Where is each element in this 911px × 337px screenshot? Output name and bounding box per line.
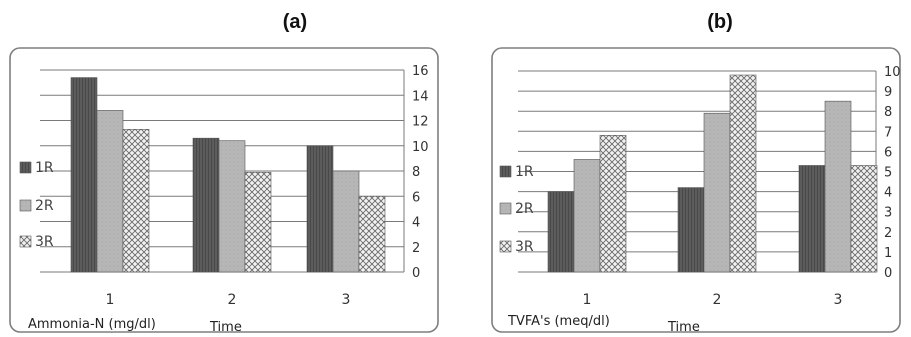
- bar-3r-time-1: [599, 135, 627, 273]
- legend-swatch-3r: [19, 235, 32, 248]
- y-tick-label: 6: [884, 145, 892, 160]
- legend-swatch-1r: [499, 165, 512, 178]
- legend-swatch-3r: [499, 240, 512, 253]
- panel-a-xlabel: Time: [209, 320, 242, 335]
- bar-2r-time-2: [218, 140, 246, 273]
- y-tick-label: 9: [884, 85, 892, 100]
- x-tick-label: 3: [342, 292, 351, 308]
- panel-a-ylabel: Ammonia-N (mg/dl): [28, 317, 156, 332]
- panel-b-x-tick-labels: 1 2 3: [583, 292, 843, 308]
- y-tick-label: 7: [884, 125, 892, 140]
- legend-swatch-2r: [499, 202, 512, 215]
- bar-3r-time-3: [358, 195, 386, 273]
- bar-1r-time-2: [677, 187, 705, 273]
- x-tick-label: 2: [713, 292, 722, 308]
- panel-a-legend: 1R 2R 3R: [19, 160, 54, 250]
- bar-2r-time-3: [332, 170, 360, 273]
- legend-swatch-1r: [19, 161, 32, 174]
- y-tick-label: 2: [412, 241, 420, 256]
- x-tick-label: 1: [583, 292, 592, 308]
- panel-b-bars: [547, 74, 878, 273]
- panel-b-y-tick-labels: 0 1 2 3 4 5 6 7 8 9 10: [884, 65, 901, 281]
- bar-1r-time-1: [70, 77, 98, 273]
- y-tick-label: 4: [412, 216, 420, 231]
- y-tick-label: 10: [884, 65, 901, 80]
- y-tick-label: 8: [412, 165, 420, 180]
- bar-3r-time-2: [729, 74, 757, 273]
- y-tick-label: 1: [884, 246, 892, 261]
- x-tick-label: 2: [228, 292, 237, 308]
- panel-a-y-tick-labels: 0 2 4 6 8 10 12 14 16: [412, 64, 429, 281]
- bar-3r-time-1: [122, 129, 150, 273]
- y-tick-label: 12: [412, 115, 429, 130]
- y-tick-label: 5: [884, 166, 892, 181]
- y-tick-label: 3: [884, 206, 892, 221]
- legend-label-1r: 1R: [35, 160, 54, 176]
- legend-label-3r: 3R: [515, 239, 534, 255]
- y-tick-label: 6: [412, 190, 420, 205]
- panel-b-xlabel: Time: [667, 320, 700, 335]
- bar-1r-time-1: [547, 191, 575, 273]
- bar-3r-time-2: [244, 171, 272, 273]
- legend-label-1r: 1R: [515, 164, 534, 180]
- x-tick-label: 1: [106, 292, 115, 308]
- bar-3r-time-3: [850, 165, 878, 273]
- bar-1r-time-3: [798, 165, 826, 273]
- y-tick-label: 0: [412, 266, 420, 281]
- bar-1r-time-2: [192, 137, 220, 273]
- legend-label-3r: 3R: [35, 234, 54, 250]
- y-tick-label: 4: [884, 186, 892, 201]
- bar-2r-time-2: [703, 112, 731, 273]
- y-tick-label: 14: [412, 89, 429, 104]
- panel-b-label: (b): [707, 11, 733, 33]
- y-tick-label: 2: [884, 226, 892, 241]
- panel-b-ylabel: TVFA's (meq/dl): [507, 314, 610, 329]
- bar-1r-time-3: [306, 145, 334, 273]
- y-tick-label: 16: [412, 64, 429, 79]
- legend-swatch-2r: [19, 199, 32, 212]
- panel-a-label: (a): [283, 11, 307, 33]
- y-tick-label: 8: [884, 105, 892, 120]
- bar-2r-time-1: [96, 110, 124, 273]
- panel-b-legend: 1R 2R 3R: [499, 164, 534, 255]
- x-tick-label: 3: [834, 292, 843, 308]
- panel-a-bars: [70, 77, 386, 273]
- y-tick-label: 0: [884, 266, 892, 281]
- legend-label-2r: 2R: [515, 201, 534, 217]
- panel-a-x-tick-labels: 1 2 3: [106, 292, 351, 308]
- bar-2r-time-3: [824, 100, 852, 273]
- legend-label-2r: 2R: [35, 198, 54, 214]
- bar-2r-time-1: [573, 159, 601, 273]
- y-tick-label: 10: [412, 140, 429, 155]
